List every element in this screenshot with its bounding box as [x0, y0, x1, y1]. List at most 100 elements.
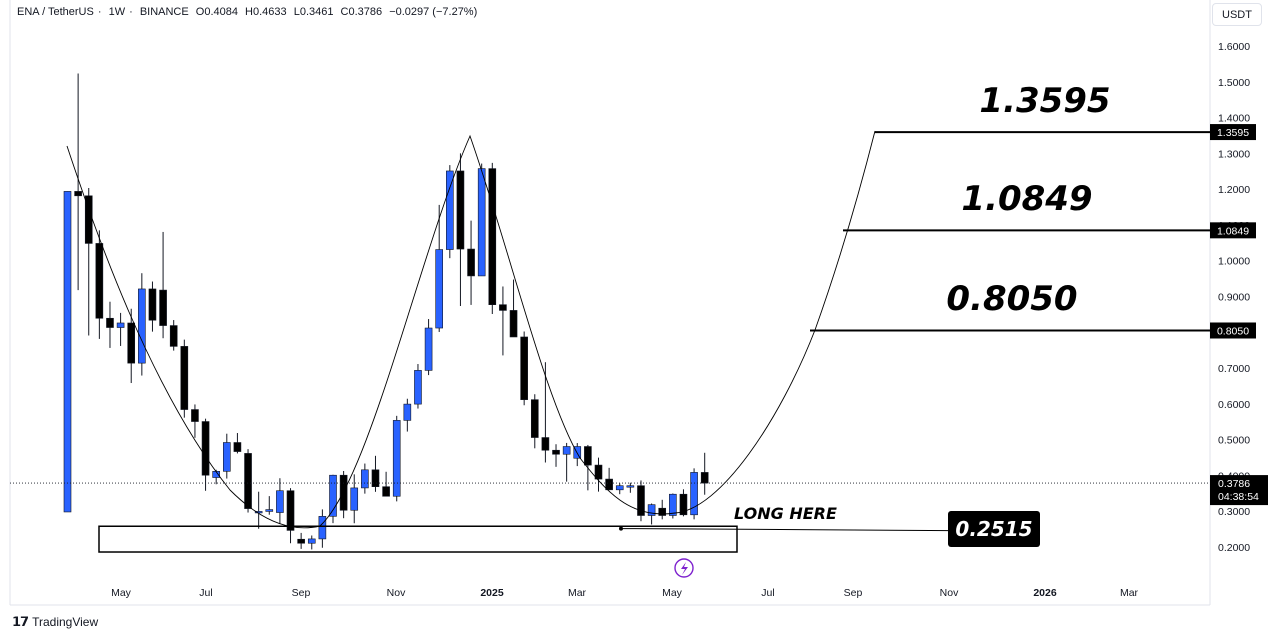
candle-body-up — [477, 168, 486, 277]
candle-body-up — [63, 191, 72, 513]
candle-body-down — [637, 485, 645, 516]
tradingview-logo[interactable]: 𝟭𝟳 TradingView — [12, 614, 98, 630]
price-tick-label: 0.7000 — [1218, 363, 1250, 375]
candle-body-up — [626, 485, 635, 488]
time-tick-label: May — [111, 587, 132, 599]
symbol-label[interactable]: ENA / TetherUS — [17, 6, 94, 18]
candle-body-down — [679, 493, 688, 516]
candle-body-down — [339, 474, 348, 511]
tradingview-icon: 𝟭𝟳 — [12, 614, 29, 629]
candle-body-down — [286, 490, 295, 531]
price-tick-label: 1.0000 — [1218, 256, 1250, 268]
change-value: −0.0297 (−7.27%) — [389, 6, 478, 18]
time-tick-label: Mar — [568, 587, 587, 599]
time-tick-label: Sep — [844, 587, 863, 599]
candle-body-down — [700, 472, 709, 484]
last-price-tag-label: 0.3786 — [1218, 478, 1250, 490]
candle-body-up — [138, 288, 146, 364]
target-price-tag — [1210, 124, 1256, 141]
candle-body-up — [669, 493, 677, 516]
candle-body-down — [159, 289, 167, 326]
last-price-tag — [1210, 475, 1268, 506]
candle-body-down — [244, 453, 252, 509]
candle-body-up — [414, 370, 422, 405]
candle-body-down — [106, 317, 114, 328]
currency-button[interactable]: USDT — [1212, 3, 1262, 26]
support-badge-label: 0.2515 — [955, 517, 1032, 541]
candle-body-down — [594, 464, 603, 480]
lightning-icon — [681, 562, 688, 575]
price-tick-label: 1.2000 — [1218, 184, 1250, 196]
candle-body-down — [488, 168, 497, 305]
candle-body-down — [499, 304, 507, 311]
candle-body-down — [74, 191, 82, 197]
candle-body-up — [647, 504, 656, 516]
candle-body-up — [318, 516, 327, 540]
candle-body-down — [658, 507, 667, 516]
close-value: C0.3786 — [340, 6, 383, 18]
candle-body-up — [116, 322, 125, 328]
candle-body-down — [201, 421, 210, 476]
low-value: L0.3461 — [293, 6, 334, 18]
time-tick-label: Nov — [387, 587, 406, 599]
support-pointer-dot — [619, 526, 623, 531]
candle-body-down — [552, 449, 560, 455]
candle-body-down — [584, 446, 592, 466]
candle-body-down — [180, 346, 189, 410]
candle-body-down — [456, 170, 465, 250]
candle-body-up — [615, 485, 624, 491]
candle-body-down — [127, 322, 136, 364]
candle-body-up — [350, 487, 359, 511]
price-tick-label: 0.2000 — [1218, 542, 1250, 554]
price-tick-label: 0.9000 — [1218, 292, 1250, 304]
event-badge-icon — [674, 558, 694, 578]
candle-body-up — [276, 490, 284, 513]
curve-annotation-path — [66, 130, 876, 529]
candle-body-down — [541, 437, 550, 451]
candle-body-up — [265, 509, 274, 512]
price-tick-label: 1.3000 — [1218, 148, 1250, 160]
price-tick-label: 1.4000 — [1218, 113, 1250, 125]
candle-body-down — [371, 469, 380, 488]
time-tick-label: 2026 — [1033, 587, 1057, 599]
time-tick-label: May — [662, 587, 683, 599]
candle-body-up — [329, 474, 337, 517]
target-level-label: 1.0849 — [961, 179, 1092, 219]
annotation-long-here: LONG HERE — [734, 504, 837, 523]
separator: · — [97, 6, 102, 18]
candle-body-up — [424, 327, 433, 371]
candle-body-down — [530, 399, 539, 438]
high-value: H0.4633 — [245, 6, 287, 18]
interval-label[interactable]: 1W — [108, 6, 126, 18]
target-price-tag-label: 0.8050 — [1217, 325, 1249, 337]
candle-body-down — [297, 538, 305, 544]
candle-body-down — [382, 486, 390, 497]
target-level-label: 0.8050 — [946, 279, 1077, 319]
candle-body-down — [148, 288, 157, 321]
time-tick-label: Jul — [761, 587, 774, 599]
support-badge — [948, 511, 1040, 547]
candle-body-down — [169, 325, 178, 347]
time-tick-label: Nov — [940, 587, 959, 599]
separator: · — [129, 6, 133, 18]
support-pointer-line — [620, 528, 951, 532]
candle-body-up — [307, 538, 316, 544]
price-tick-label: 0.5000 — [1218, 435, 1250, 447]
brand-label: TradingView — [32, 615, 99, 629]
target-level-label: 1.3595 — [979, 81, 1110, 121]
time-tick-label: Mar — [1120, 587, 1139, 599]
countdown-label: 04:38:54 — [1218, 491, 1259, 503]
candle-body-down — [467, 248, 475, 277]
price-tick-label: 1.5000 — [1218, 77, 1250, 89]
open-value: O0.4084 — [195, 6, 238, 18]
candle-body-down — [95, 243, 104, 319]
candle-body-up — [392, 420, 401, 497]
candle-body-up — [562, 446, 571, 455]
time-tick-label: Sep — [292, 587, 311, 599]
time-tick-label: 2025 — [480, 587, 504, 599]
candle-body-up — [223, 442, 231, 472]
target-price-tag-label: 1.3595 — [1217, 127, 1249, 139]
price-tick-label: 1.6000 — [1218, 41, 1250, 53]
candle-body-down — [520, 336, 528, 400]
